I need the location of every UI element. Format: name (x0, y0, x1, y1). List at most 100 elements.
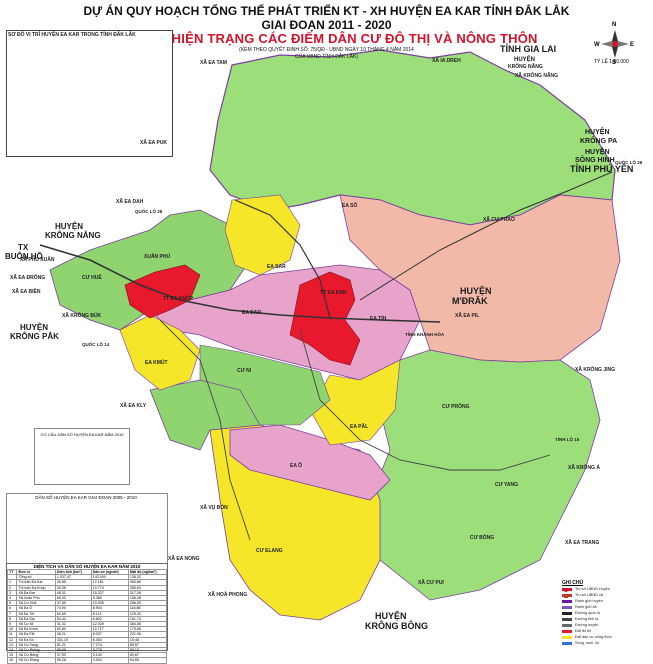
pie-chart-frame (34, 428, 130, 485)
table-cell: Thị trấn Ea Knốp (16, 584, 56, 591)
legend-label: Đất đô thị (575, 629, 592, 633)
label-ea-kly: XÃ EA KLY (120, 403, 147, 409)
national-road-26 (39, 244, 441, 323)
map-scale: TỶ LỆ 1:50.000 (594, 59, 629, 65)
legend-label: Đường huyện (575, 623, 599, 627)
legend-swatch (562, 593, 572, 597)
statistics-table-frame: DIỆN TÍCH VÀ DÂN SỐ HUYỆN EA KAR NĂM 201… (6, 563, 168, 664)
region-green-2 (199, 344, 331, 426)
legend-label: Sông, suối, hồ (575, 641, 600, 645)
bar-chart-title: DÂN SỐ HUYỆN EA KAR GIAI ĐOẠN 2005 - 201… (35, 495, 137, 500)
label-cu-yang: CƯ YANG (495, 482, 519, 488)
label-krong-buk: XÃ KRÔNG BÚK (62, 313, 102, 319)
legend-item: Đất dân cư nông thôn (562, 634, 646, 640)
district-shape (39, 49, 621, 621)
label-ea-dar: EA ĐAR (242, 310, 261, 316)
label-songhinh-2: SÔNG HINH (575, 157, 615, 164)
label-cu-ni: CƯ NI (237, 368, 252, 374)
table-header-cell: Mật độ (ng/km²) (127, 568, 168, 576)
table-title: DIỆN TÍCH VÀ DÂN SỐ HUYỆN EA KAR NĂM 201… (33, 564, 141, 569)
legend-item: Đường quốc lộ (562, 610, 646, 616)
legend-label: Đường quốc lộ (575, 611, 601, 615)
label-ea-pil: XÃ EA PIL (455, 313, 480, 319)
label-ql26: QUỐC LỘ 26 (135, 209, 163, 214)
label-ea-so: EA SÔ (342, 203, 358, 209)
label-xuan-phu: XUÂN PHÚ (144, 254, 171, 260)
label-phuyen: TỈNH PHÚ YÊN (570, 164, 634, 174)
label-ea-bien: XÃ EA BIÊN (12, 289, 41, 295)
label-ea-tam: XÃ EA TAM (200, 60, 227, 66)
region-yellow-3 (119, 314, 201, 391)
label-gialai: TỈNH GIA LAI (500, 44, 557, 54)
table-header-cell: TT (6, 568, 18, 576)
table-cell: Xã Cư Huê (16, 600, 56, 607)
label-ea-sar: EA SAR (267, 264, 286, 270)
inset-frame (6, 30, 173, 157)
decision-note: (KÈM THEO QUYẾT ĐỊNH SỐ: 75/QĐ - UBND NG… (239, 47, 414, 53)
label-ql29: QUỐC LỘ 29 (615, 160, 643, 165)
table-cell: Xã Cư Elang (16, 657, 56, 664)
label-ia-dreh: XÃ IA DREH (432, 58, 461, 64)
label-krongnang-1: HUYỆN (55, 222, 84, 231)
table-row: 10 Xã Ea Kmút 62,80 10.717 170,65 (6, 626, 168, 633)
table-row: 16 Xã Cư Elang 90,28 4.934 54,65 (6, 657, 168, 664)
bar-chart-frame (6, 493, 168, 567)
legend-label: Đất dân cư nông thôn (575, 635, 612, 639)
label-cu-hue: CƯ HUÊ (82, 275, 102, 281)
label-krongpa-1: HUYỆN (585, 129, 610, 136)
label-krongbong-2: KRÔNG BÔNG (365, 621, 428, 631)
table-row: Tổng số 1.037,47 143.000 138,32 (6, 574, 168, 581)
legend-swatch (562, 641, 572, 645)
compass-n-label: N (612, 22, 617, 28)
label-hoa-phong: XÃ HOÀ PHONG (208, 592, 248, 598)
statistics-table: TT Đơn vị Diện tích (km²) Dân số (người) Mật… (6, 568, 168, 664)
project-period: GIAI ĐOẠN 2011 - 2020 (261, 18, 392, 32)
table-row: 2 Thị trấn Ea Knốp 30,36 10.774 355,63 (6, 584, 168, 591)
pie-title: CƠ CẤU DÂN SỐ HUYỆN EA KAR NĂM 2010 (40, 432, 124, 437)
issuer-note: CỦA UBND TỈNH ĐẮK LẮK) (295, 54, 358, 60)
legend-item: Ranh giới xã (562, 604, 646, 610)
legend-label: Trụ sở UBND xã (575, 593, 603, 597)
legend-swatch (562, 629, 572, 633)
label-krongpa-2: KRÔNG PA (580, 138, 618, 145)
label-buonho-1: TX (18, 243, 29, 252)
label-cu-elang: CƯ ELANG (256, 548, 283, 554)
project-title: DỰ ÁN QUY HOẠCH TỔNG THỂ PHÁT TRIỂN KT -… (83, 4, 570, 18)
label-cu-prao: XÃ CƯ PRAO (483, 217, 515, 223)
label-songhinh-1: HUYỆN (585, 149, 610, 156)
legend-swatch (562, 599, 572, 603)
table-cell: 90,28 (54, 657, 92, 664)
label-khanh-hoa: TỈNH KHÁNH HÒA (405, 332, 445, 337)
label-cu-prong: CƯ PRÔNG (442, 404, 470, 410)
legend-swatch (562, 611, 572, 615)
region-south-east-green (369, 349, 601, 601)
legend-label: Trụ sở UBND Huyện (575, 587, 610, 591)
table-cell: Xã Ea Kmút (16, 626, 56, 633)
table-cell: 4.934 (90, 657, 129, 664)
label-krongnang-2: KRÔNG NĂNG (45, 231, 101, 240)
label-ea-trang: XÃ EA TRANG (565, 540, 600, 546)
legend-item: Đất đô thị (562, 628, 646, 634)
label-cu-pui: XÃ CƯ PUI (418, 580, 444, 586)
urban-ea-knop (124, 264, 201, 319)
label-vu-bon: XÃ VỤ BỔN (200, 505, 228, 511)
label-ea-kar-tt: TT EA KAR (320, 290, 347, 296)
table-cell: Xã Xuân Phú (16, 594, 56, 602)
label-krong-nang-xa: XÃ KRÔNG NĂNG (515, 73, 559, 79)
label-mdrak-2: M'ĐRĂK (452, 296, 488, 306)
label-ea-pal: EA PĂL (350, 424, 369, 430)
national-road-29 (234, 199, 331, 319)
table-cell: Xã Cư Prông (16, 647, 56, 654)
table-cell: 16 (6, 657, 18, 664)
table-cell: Thị trấn Ea Kar (16, 579, 56, 586)
table-cell: 10 (6, 626, 18, 633)
table-cell: 13 (6, 641, 18, 649)
label-mdrak-1: HUYỆN (460, 286, 492, 296)
region-pink-south (229, 424, 391, 501)
table-cell: 11 (6, 631, 18, 638)
label-gialai-3: KRÔNG NĂNG (508, 64, 543, 70)
label-ea-kmut: EA KMÚT (145, 360, 168, 366)
region-yellow-1 (224, 194, 301, 276)
road-south (299, 329, 551, 471)
table-cell: Xã Cư Yang (16, 641, 56, 649)
